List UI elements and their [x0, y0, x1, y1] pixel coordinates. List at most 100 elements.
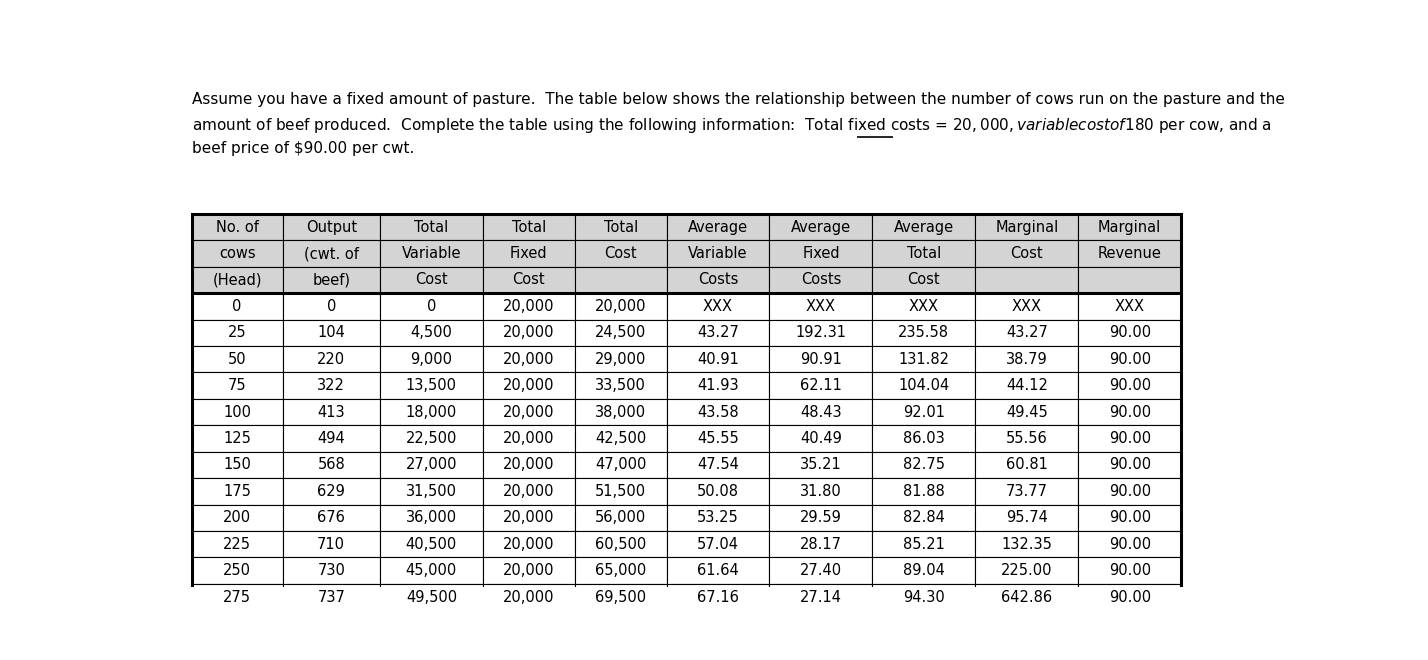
Text: 40,500: 40,500	[406, 537, 457, 552]
Bar	[380, 478, 483, 504]
Text: 0: 0	[233, 299, 241, 314]
Bar	[770, 293, 873, 319]
Text: 90.91: 90.91	[800, 352, 843, 367]
Text: 494: 494	[317, 431, 346, 446]
Text: Cost: Cost	[513, 273, 545, 288]
Bar	[483, 478, 574, 504]
Bar	[975, 531, 1078, 558]
Text: 642.86: 642.86	[1001, 589, 1052, 605]
Text: 90.00: 90.00	[1108, 457, 1151, 473]
Text: 20,000: 20,000	[503, 431, 554, 446]
Bar	[975, 214, 1078, 240]
Bar	[667, 504, 770, 531]
Bar	[975, 267, 1078, 293]
Text: 322: 322	[317, 378, 346, 393]
Bar	[191, 214, 1181, 610]
Text: XXX: XXX	[703, 299, 733, 314]
Text: 676: 676	[317, 510, 346, 525]
Text: Costs: Costs	[801, 273, 841, 288]
Text: 22,500: 22,500	[406, 431, 457, 446]
Text: 175: 175	[223, 484, 251, 499]
Text: 20,000: 20,000	[503, 378, 554, 393]
Text: 29,000: 29,000	[595, 352, 647, 367]
Bar	[574, 346, 667, 372]
Text: 43.27: 43.27	[697, 325, 738, 341]
Bar	[483, 346, 574, 372]
Bar	[667, 293, 770, 319]
Bar	[483, 319, 574, 346]
Bar	[283, 293, 380, 319]
Bar	[574, 451, 667, 478]
Text: 568: 568	[317, 457, 346, 473]
Bar	[191, 504, 283, 531]
Bar	[975, 240, 1078, 267]
Text: 43.58: 43.58	[697, 405, 738, 420]
Text: 27.14: 27.14	[800, 589, 843, 605]
Bar	[380, 267, 483, 293]
Text: Total: Total	[414, 220, 448, 234]
Text: 35.21: 35.21	[800, 457, 843, 473]
Text: 20,000: 20,000	[503, 510, 554, 525]
Text: 104.04: 104.04	[898, 378, 950, 393]
Text: XXX: XXX	[1012, 299, 1042, 314]
Bar	[770, 425, 873, 451]
Text: Fixed: Fixed	[510, 246, 547, 261]
Bar	[380, 425, 483, 451]
Bar	[975, 293, 1078, 319]
Bar	[380, 240, 483, 267]
Bar	[483, 451, 574, 478]
Bar	[770, 267, 873, 293]
Bar	[483, 240, 574, 267]
Text: Total: Total	[511, 220, 545, 234]
Bar	[975, 478, 1078, 504]
Bar	[191, 293, 283, 319]
Bar	[770, 372, 873, 399]
Bar	[283, 372, 380, 399]
Text: 0: 0	[427, 299, 436, 314]
Text: 53.25: 53.25	[697, 510, 738, 525]
Bar	[191, 399, 283, 425]
Bar	[191, 531, 283, 558]
Text: 90.00: 90.00	[1108, 378, 1151, 393]
Text: 86.03: 86.03	[902, 431, 945, 446]
Bar	[667, 372, 770, 399]
Bar	[283, 267, 380, 293]
Text: 20,000: 20,000	[503, 589, 554, 605]
Text: No. of: No. of	[216, 220, 258, 234]
Text: 24,500: 24,500	[595, 325, 647, 341]
Bar	[770, 319, 873, 346]
Text: 56,000: 56,000	[595, 510, 647, 525]
Text: 20,000: 20,000	[503, 563, 554, 578]
Text: 9,000: 9,000	[410, 352, 453, 367]
Text: 40.49: 40.49	[800, 431, 843, 446]
Text: 31,500: 31,500	[406, 484, 457, 499]
Text: 67.16: 67.16	[697, 589, 738, 605]
Bar	[1078, 478, 1181, 504]
Bar	[574, 584, 667, 610]
Bar	[283, 451, 380, 478]
Bar	[975, 372, 1078, 399]
Bar	[667, 267, 770, 293]
Bar	[975, 451, 1078, 478]
Text: 62.11: 62.11	[800, 378, 843, 393]
Text: Cost: Cost	[908, 273, 940, 288]
Text: Total: Total	[604, 220, 638, 234]
Bar	[483, 372, 574, 399]
Text: 82.75: 82.75	[902, 457, 945, 473]
Text: 45.55: 45.55	[697, 431, 738, 446]
Bar	[191, 240, 283, 267]
Text: 20,000: 20,000	[503, 537, 554, 552]
Bar	[380, 372, 483, 399]
Bar	[574, 267, 667, 293]
Bar	[380, 399, 483, 425]
Text: Cost: Cost	[416, 273, 448, 288]
Text: 629: 629	[317, 484, 346, 499]
Text: amount of beef produced.  Complete the table using the following information:  T: amount of beef produced. Complete the ta…	[191, 116, 1271, 135]
Text: 65,000: 65,000	[595, 563, 647, 578]
Bar	[975, 346, 1078, 372]
Bar	[380, 558, 483, 584]
Text: Total: Total	[907, 246, 941, 261]
Text: 104: 104	[317, 325, 346, 341]
Bar	[283, 425, 380, 451]
Text: (Head): (Head)	[213, 273, 261, 288]
